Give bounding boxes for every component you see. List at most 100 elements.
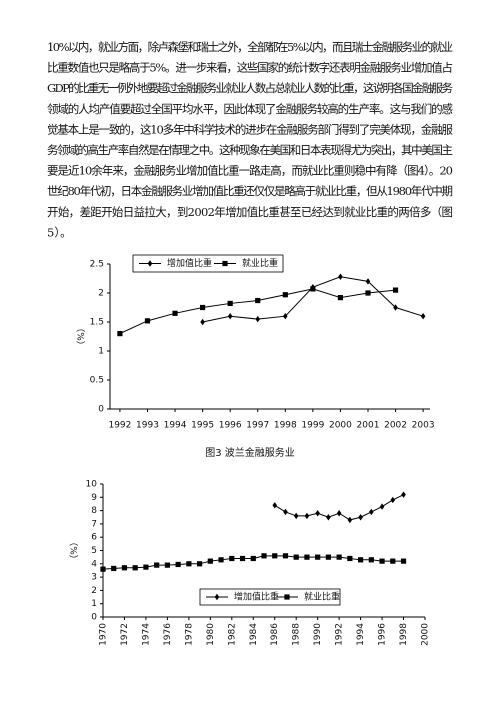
marker bbox=[255, 297, 261, 304]
y-tick-label: 9 bbox=[91, 493, 97, 503]
marker bbox=[369, 508, 374, 516]
paragraph-line: GDP的比重无一例外地要超过金融服务业就业人数占总就业人数的比重，这说明各国金融… bbox=[47, 81, 454, 95]
marker bbox=[392, 287, 399, 293]
marker bbox=[200, 304, 206, 311]
series-line bbox=[119, 288, 396, 335]
marker bbox=[368, 557, 374, 563]
marker bbox=[400, 558, 407, 564]
marker bbox=[227, 300, 233, 307]
y-axis-label: （%） bbox=[75, 323, 86, 350]
marker bbox=[207, 558, 213, 564]
x-tick-label: 2002 bbox=[384, 421, 407, 431]
y-tick-label: 1.5 bbox=[90, 318, 104, 328]
figure-caption: 图3 波兰金融服务业 bbox=[205, 446, 295, 459]
y-tick-label: 0.5 bbox=[90, 376, 104, 386]
paragraph-line: 要是近10余年来，金融服务业增加值比重一路走高，而就业比重则稳中有降（图4）。2… bbox=[47, 164, 453, 178]
y-tick-label: 5 bbox=[91, 546, 97, 556]
y-tick-label: 8 bbox=[91, 506, 97, 516]
marker bbox=[272, 502, 278, 509]
x-tick-label: 1998 bbox=[274, 421, 297, 431]
legend-marker bbox=[284, 594, 290, 600]
paragraph-line: 觉基本上是一致的，这10多年中科学技术的进步在金融服务部门得到了完美体现，金融服 bbox=[47, 122, 454, 136]
marker bbox=[293, 554, 299, 560]
marker bbox=[358, 557, 364, 563]
marker bbox=[337, 295, 344, 301]
y-tick-label: 2 bbox=[98, 289, 104, 299]
x-tick-label: 1994 bbox=[356, 623, 366, 646]
x-tick-label: 1999 bbox=[301, 421, 324, 431]
marker bbox=[154, 562, 160, 568]
x-tick-label: 2003 bbox=[412, 421, 435, 431]
x-tick-label: 1972 bbox=[120, 623, 130, 646]
y-tick-label: 0 bbox=[91, 613, 97, 623]
marker bbox=[338, 273, 343, 280]
marker bbox=[365, 290, 371, 296]
x-tick-label: 1993 bbox=[136, 421, 159, 431]
x-tick-label: 1976 bbox=[163, 623, 173, 646]
marker bbox=[175, 561, 181, 568]
x-tick-label: 1980 bbox=[206, 623, 216, 646]
y-tick-label: 7 bbox=[91, 519, 97, 529]
paragraph-line: 5）。 bbox=[47, 225, 72, 239]
legend-label: 增加值比重 bbox=[167, 257, 212, 269]
marker bbox=[272, 553, 278, 559]
x-tick-label: 1974 bbox=[141, 623, 151, 646]
x-tick-label: 1978 bbox=[184, 623, 194, 646]
x-tick-label: 1992 bbox=[108, 421, 131, 431]
x-tick-label: 1994 bbox=[164, 421, 187, 431]
marker bbox=[172, 310, 178, 316]
x-tick-label: 1996 bbox=[219, 421, 242, 431]
x-tick-label: 1998 bbox=[399, 623, 409, 646]
legend-marker bbox=[214, 593, 220, 601]
x-tick-label: 1992 bbox=[335, 623, 345, 646]
legend-label: 增加值比重 bbox=[234, 591, 279, 603]
marker bbox=[304, 554, 310, 560]
legend-box bbox=[199, 588, 341, 606]
x-tick-label: 1996 bbox=[378, 623, 388, 646]
marker bbox=[393, 304, 398, 311]
marker bbox=[420, 313, 426, 320]
marker bbox=[197, 561, 203, 567]
marker bbox=[379, 503, 385, 510]
marker bbox=[100, 566, 106, 572]
marker bbox=[261, 553, 267, 559]
marker bbox=[132, 565, 138, 571]
marker bbox=[326, 514, 331, 521]
x-tick-label: 2000 bbox=[329, 421, 352, 431]
marker bbox=[282, 553, 289, 559]
marker bbox=[304, 512, 310, 520]
marker bbox=[347, 555, 353, 562]
marker bbox=[379, 558, 385, 564]
x-tick-label: 1990 bbox=[313, 623, 323, 646]
marker bbox=[283, 508, 288, 516]
x-tick-label: 1982 bbox=[227, 623, 237, 646]
marker bbox=[336, 510, 342, 517]
legend-marker bbox=[147, 260, 153, 267]
legend-marker bbox=[222, 260, 228, 267]
marker bbox=[293, 512, 299, 520]
x-tick-label: 1984 bbox=[249, 623, 259, 646]
x-tick-label: 1986 bbox=[270, 623, 280, 646]
y-tick-label: 4 bbox=[91, 559, 97, 569]
paragraph-line: 10%以内，就业方面，除卢森堡和瑞士之外，全部都在5%以内，而且瑞士金融服务业的… bbox=[47, 40, 453, 54]
legend-label: 就业比重 bbox=[304, 591, 340, 603]
marker bbox=[250, 555, 256, 562]
x-tick-label: 1997 bbox=[246, 421, 269, 431]
marker bbox=[227, 313, 233, 320]
marker bbox=[325, 554, 331, 560]
y-tick-label: 10 bbox=[86, 480, 98, 490]
chart: 0 0.5 1 1.5 2 2.5 1992 1993 1994 1995 1996 1997 1998… bbox=[75, 254, 435, 459]
marker bbox=[390, 496, 396, 504]
marker bbox=[144, 318, 151, 324]
marker bbox=[164, 562, 170, 568]
paragraph-line: 务领域的高生产率自然是在情理之中。这种现象在美国和日本表现得尤为突出，其中美国主 bbox=[47, 143, 453, 157]
x-tick-label: 1970 bbox=[99, 623, 109, 646]
y-tick-label: 0 bbox=[98, 405, 104, 415]
x-tick-label: 2000 bbox=[421, 623, 431, 646]
x-tick-label: 1995 bbox=[191, 421, 214, 431]
marker bbox=[282, 292, 288, 298]
marker bbox=[358, 514, 363, 521]
marker bbox=[218, 557, 224, 563]
marker bbox=[229, 555, 235, 562]
